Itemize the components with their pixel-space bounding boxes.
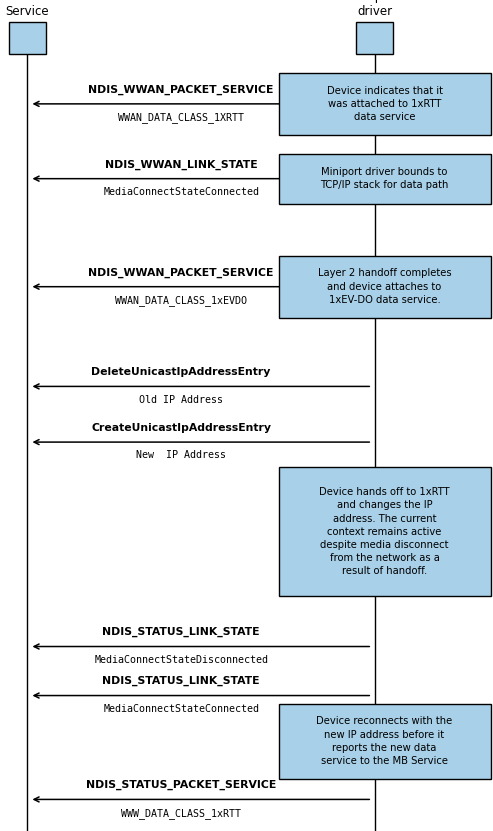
Text: Miniport driver bounds to
TCP/IP stack for data path: Miniport driver bounds to TCP/IP stack f…	[320, 167, 449, 190]
Text: NDIS_STATUS_PACKET_SERVICE: NDIS_STATUS_PACKET_SERVICE	[86, 780, 276, 790]
Text: NDIS_STATUS_LINK_STATE: NDIS_STATUS_LINK_STATE	[103, 676, 260, 686]
Text: MediaConnectStateDisconnected: MediaConnectStateDisconnected	[94, 655, 268, 665]
Text: NDIS_WWAN_PACKET_SERVICE: NDIS_WWAN_PACKET_SERVICE	[88, 85, 274, 95]
FancyBboxPatch shape	[279, 256, 491, 317]
Text: Device indicates that it
was attached to 1xRTT
data service: Device indicates that it was attached to…	[326, 86, 443, 122]
Text: MB
miniport
driver: MB miniport driver	[350, 0, 400, 18]
FancyBboxPatch shape	[279, 467, 491, 597]
Text: Old IP Address: Old IP Address	[139, 395, 223, 405]
FancyBboxPatch shape	[356, 22, 393, 54]
Text: Layer 2 handoff completes
and device attaches to
1xEV-DO data service.: Layer 2 handoff completes and device att…	[317, 268, 452, 305]
Text: NDIS_STATUS_LINK_STATE: NDIS_STATUS_LINK_STATE	[103, 627, 260, 637]
Text: NDIS_WWAN_PACKET_SERVICE: NDIS_WWAN_PACKET_SERVICE	[88, 268, 274, 278]
Text: MediaConnectStateConnected: MediaConnectStateConnected	[103, 704, 259, 714]
FancyBboxPatch shape	[279, 704, 491, 779]
FancyBboxPatch shape	[9, 22, 45, 54]
Text: Device hands off to 1xRTT
and changes the IP
address. The current
context remain: Device hands off to 1xRTT and changes th…	[319, 487, 450, 577]
Text: CreateUnicastIpAddressEntry: CreateUnicastIpAddressEntry	[91, 423, 271, 433]
FancyBboxPatch shape	[279, 154, 491, 204]
Text: Device reconnects with the
new IP address before it
reports the new data
service: Device reconnects with the new IP addres…	[317, 716, 453, 766]
FancyBboxPatch shape	[279, 72, 491, 135]
Text: DeleteUnicastIpAddressEntry: DeleteUnicastIpAddressEntry	[92, 367, 271, 377]
Text: WWAN_DATA_CLASS_1XRTT: WWAN_DATA_CLASS_1XRTT	[118, 112, 244, 123]
Text: WWW_DATA_CLASS_1xRTT: WWW_DATA_CLASS_1xRTT	[121, 808, 241, 819]
Text: MB
Service: MB Service	[5, 0, 49, 18]
Text: New  IP Address: New IP Address	[136, 450, 226, 460]
Text: MediaConnectStateConnected: MediaConnectStateConnected	[103, 187, 259, 197]
Text: WWAN_DATA_CLASS_1xEVDO: WWAN_DATA_CLASS_1xEVDO	[115, 295, 247, 306]
Text: NDIS_WWAN_LINK_STATE: NDIS_WWAN_LINK_STATE	[105, 160, 257, 170]
